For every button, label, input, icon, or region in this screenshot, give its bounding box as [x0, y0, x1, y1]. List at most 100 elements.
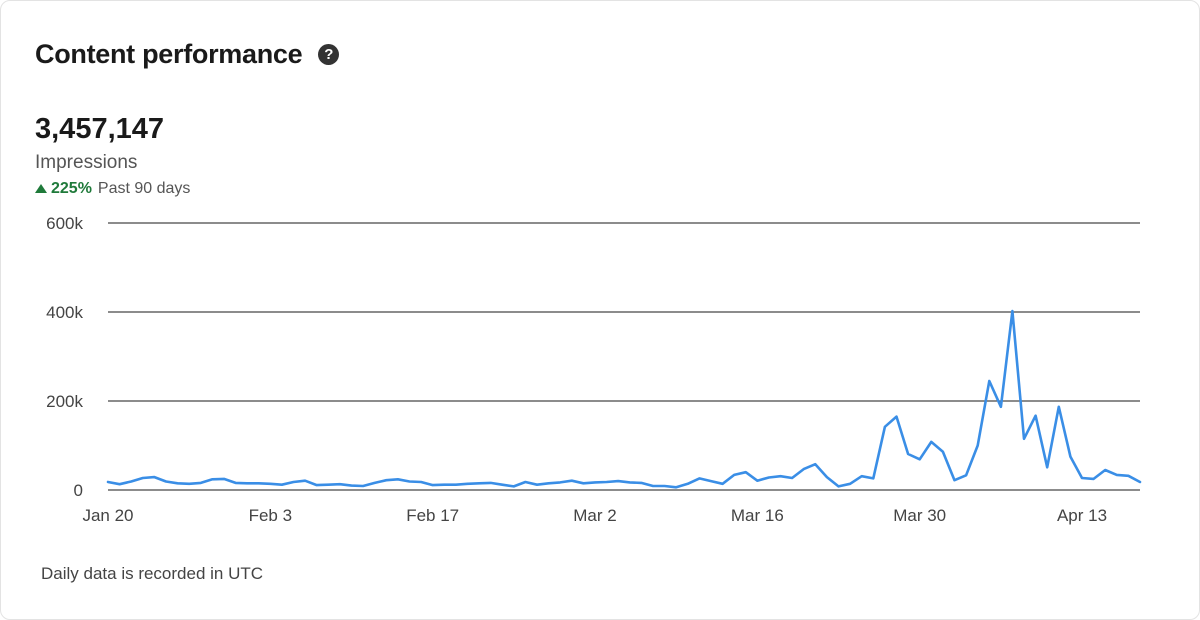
data-point[interactable] — [372, 480, 378, 486]
data-point[interactable] — [175, 480, 181, 486]
data-point[interactable] — [244, 480, 250, 486]
data-point[interactable] — [256, 480, 262, 486]
data-point[interactable] — [824, 474, 830, 480]
data-point[interactable] — [928, 439, 934, 445]
x-tick-label: Mar 2 — [573, 506, 616, 525]
data-point[interactable] — [163, 479, 169, 485]
data-point[interactable] — [117, 481, 123, 487]
data-point[interactable] — [604, 479, 610, 485]
data-point[interactable] — [291, 479, 297, 485]
data-point[interactable] — [1091, 476, 1097, 482]
data-point[interactable] — [325, 482, 331, 488]
data-point[interactable] — [557, 479, 563, 485]
data-point[interactable] — [233, 480, 239, 486]
data-point[interactable] — [963, 472, 969, 478]
data-point[interactable] — [743, 469, 749, 475]
data-point[interactable] — [1125, 473, 1131, 479]
data-point[interactable] — [151, 474, 157, 480]
data-point[interactable] — [731, 472, 737, 478]
data-point[interactable] — [1044, 464, 1050, 470]
data-point[interactable] — [453, 482, 459, 488]
data-point[interactable] — [140, 475, 146, 481]
data-point[interactable] — [720, 481, 726, 487]
data-point[interactable] — [476, 480, 482, 486]
data-point[interactable] — [314, 482, 320, 488]
data-point[interactable] — [847, 481, 853, 487]
data-point[interactable] — [337, 481, 343, 487]
data-point[interactable] — [986, 378, 992, 384]
question-circle-icon[interactable]: ? — [318, 44, 340, 65]
data-point[interactable] — [650, 483, 656, 489]
data-point[interactable] — [1067, 454, 1073, 460]
data-point[interactable] — [221, 476, 227, 482]
data-point[interactable] — [267, 481, 273, 487]
data-point[interactable] — [1021, 436, 1027, 442]
x-tick-label: Feb 3 — [249, 506, 292, 525]
data-point[interactable] — [209, 476, 215, 482]
data-point[interactable] — [696, 475, 702, 481]
data-point[interactable] — [789, 475, 795, 481]
data-point[interactable] — [951, 477, 957, 483]
data-point[interactable] — [893, 414, 899, 420]
data-point[interactable] — [615, 478, 621, 484]
data-point[interactable] — [349, 483, 355, 489]
data-point[interactable] — [1137, 479, 1143, 485]
data-point[interactable] — [1056, 404, 1062, 410]
x-tick-label: Mar 16 — [731, 506, 784, 525]
data-point[interactable] — [464, 481, 470, 487]
data-point[interactable] — [870, 475, 876, 481]
data-point[interactable] — [580, 480, 586, 486]
data-point[interactable] — [662, 483, 668, 489]
data-point[interactable] — [511, 483, 517, 489]
data-point[interactable] — [778, 473, 784, 479]
data-point[interactable] — [940, 449, 946, 455]
data-point[interactable] — [592, 479, 598, 485]
data-point[interactable] — [1009, 308, 1015, 314]
data-point[interactable] — [406, 479, 412, 485]
data-point[interactable] — [627, 479, 633, 485]
x-tick-label: Apr 13 — [1057, 506, 1107, 525]
data-point[interactable] — [673, 484, 679, 490]
data-point[interactable] — [1033, 413, 1039, 419]
data-point[interactable] — [905, 451, 911, 457]
data-point[interactable] — [418, 479, 424, 485]
data-point[interactable] — [441, 482, 447, 488]
data-point[interactable] — [708, 478, 714, 484]
data-point[interactable] — [1102, 467, 1108, 473]
data-point[interactable] — [836, 483, 842, 489]
data-point[interactable] — [1114, 472, 1120, 478]
data-point[interactable] — [975, 443, 981, 449]
data-point[interactable] — [534, 482, 540, 488]
data-point[interactable] — [279, 482, 285, 488]
data-point[interactable] — [546, 480, 552, 486]
data-point[interactable] — [128, 479, 134, 485]
data-point[interactable] — [1079, 475, 1085, 481]
data-point[interactable] — [812, 461, 818, 467]
data-point[interactable] — [383, 477, 389, 483]
data-point[interactable] — [569, 478, 575, 484]
data-point[interactable] — [499, 482, 505, 488]
data-point[interactable] — [754, 478, 760, 484]
data-point[interactable] — [430, 482, 436, 488]
data-point[interactable] — [685, 481, 691, 487]
data-point[interactable] — [395, 476, 401, 482]
impressions-line-chart[interactable]: 0 200k 400k 600k Jan 20 Feb 3 Feb 17 Mar 2 Mar 1… — [1, 201, 1200, 541]
data-point[interactable] — [801, 466, 807, 472]
impressions-series-line[interactable] — [106, 309, 1142, 489]
data-point[interactable] — [302, 478, 308, 484]
trend-percentage: 225% — [51, 180, 92, 197]
data-point[interactable] — [638, 480, 644, 486]
data-point[interactable] — [859, 473, 865, 479]
data-point[interactable] — [766, 475, 772, 481]
data-point[interactable] — [522, 479, 528, 485]
data-point[interactable] — [882, 424, 888, 430]
data-point[interactable] — [917, 456, 923, 462]
data-point[interactable] — [998, 404, 1004, 410]
y-tick-label: 0 — [74, 481, 83, 500]
data-point[interactable] — [186, 481, 192, 487]
data-point[interactable] — [105, 479, 111, 485]
data-point[interactable] — [488, 480, 494, 486]
data-point[interactable] — [198, 480, 204, 486]
utc-footnote: Daily data is recorded in UTC — [41, 564, 264, 583]
data-point[interactable] — [360, 483, 366, 489]
